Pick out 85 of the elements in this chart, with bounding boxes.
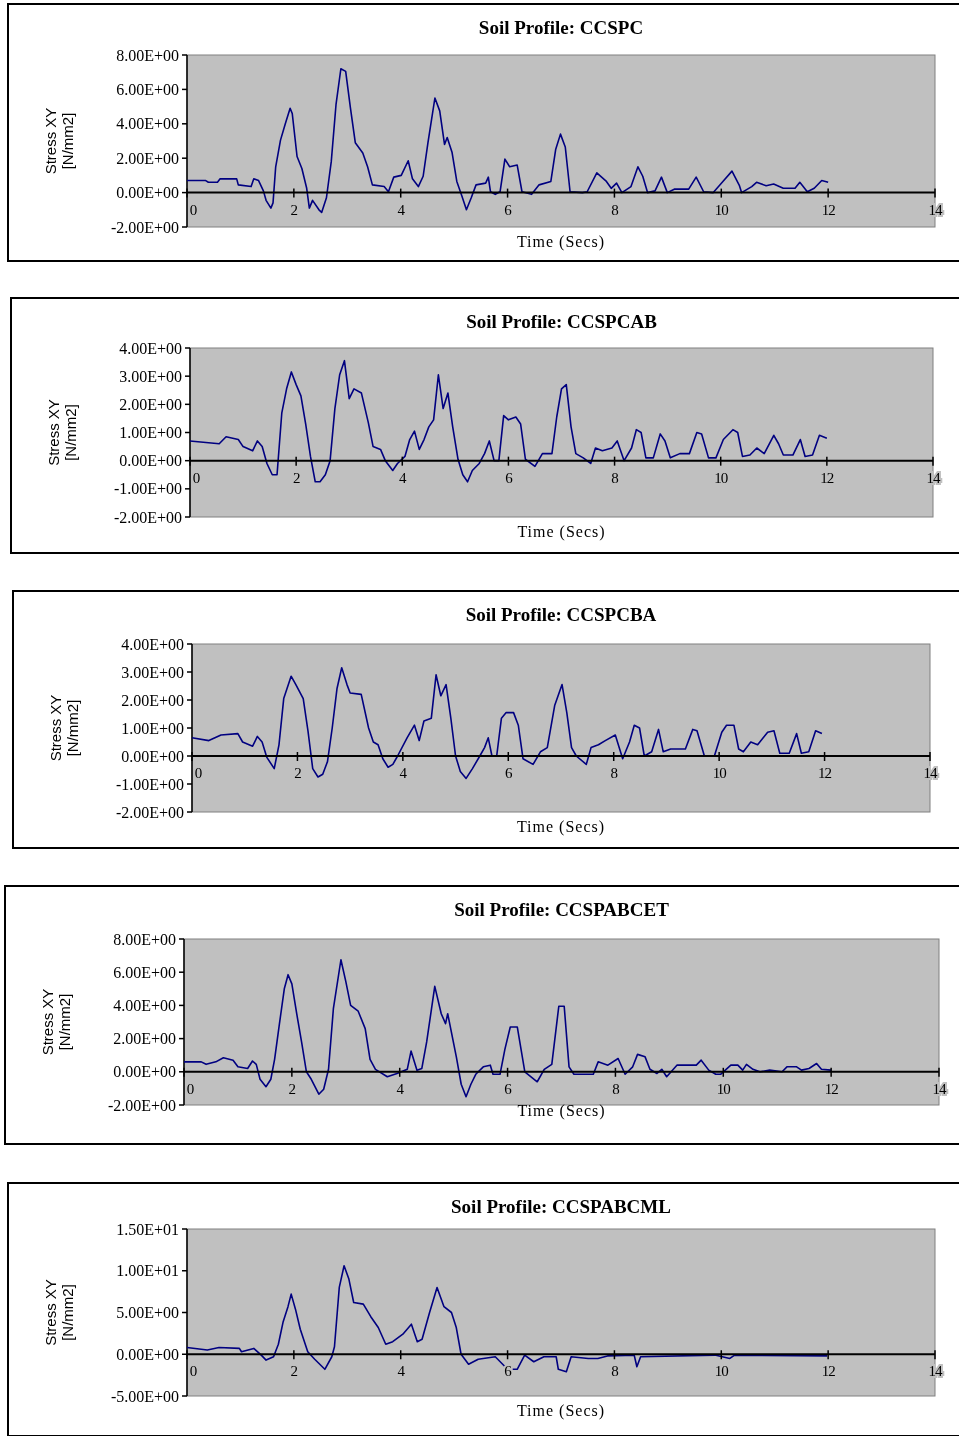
x-tick-label: 8	[611, 1363, 619, 1380]
x-tick-label: 6	[504, 201, 513, 218]
y-tick-label: 0.00E+00	[121, 747, 184, 765]
x-tick-label: 2	[292, 469, 300, 486]
y-axis-title: Stress XY [N/mm2]	[39, 988, 73, 1056]
y-tick-label: 4.00E+00	[121, 635, 184, 653]
x-tick-label: 12	[818, 765, 832, 781]
x-tick-label: 8	[612, 1080, 620, 1097]
x-tick-label: 12	[821, 1363, 836, 1380]
y-tick-label: -1.00E+00	[115, 775, 184, 793]
y-tick-label: 2.00E+00	[116, 149, 179, 167]
y-tick-label: 4.00E+00	[116, 115, 179, 133]
y-tick-label: 6.00E+00	[113, 963, 176, 981]
y-tick-label: -2.00E+00	[110, 218, 179, 236]
x-tick-label: 6	[505, 765, 514, 781]
chart-title: Soil Profile: CCSPABCET	[454, 899, 670, 920]
x-tick-label: 4	[396, 1080, 405, 1097]
y-tick-label: -2.00E+00	[113, 508, 182, 526]
x-tick-label: 6	[504, 1080, 513, 1097]
x-tick-label: 10	[714, 1363, 729, 1380]
x-tick-label: 2	[290, 201, 298, 218]
y-tick-label: -2.00E+00	[107, 1096, 176, 1114]
x-tick-label: 14	[928, 1363, 943, 1380]
y-tick-label: 1.00E+00	[119, 424, 182, 442]
chart-title: Soil Profile: CCSPCBA	[465, 604, 657, 625]
x-tick-label: 12	[824, 1080, 839, 1097]
y-tick-label: 0.00E+00	[116, 184, 179, 202]
x-tick-label: 2	[288, 1080, 296, 1097]
y-axis-title: Stress XY [N/mm2]	[45, 399, 79, 466]
y-tick-label: 1.50E+01	[116, 1220, 179, 1238]
y-tick-label: 5.00E+00	[116, 1304, 179, 1322]
x-axis-title: Time (Secs)	[516, 1402, 606, 1420]
x-tick-label: 6	[505, 469, 514, 486]
x-tick-label: 14	[926, 469, 941, 486]
y-tick-label: 4.00E+00	[113, 997, 176, 1014]
x-tick-label: 10	[712, 765, 727, 781]
x-tick-label: 10	[714, 201, 729, 218]
y-tick-label: 3.00E+00	[119, 367, 182, 385]
x-axis-title: Time (Secs)	[517, 523, 606, 541]
y-tick-label: 0.00E+00	[119, 452, 182, 470]
chart-title: Soil Profile: CCSPC	[478, 17, 644, 38]
x-axis-title: Time (Secs)	[516, 233, 606, 251]
y-tick-label: 4.00E+00	[119, 339, 182, 357]
y-tick-label: 6.00E+00	[116, 81, 179, 98]
x-tick-label: 8	[611, 469, 619, 486]
x-tick-label: 10	[716, 1080, 731, 1097]
y-tick-label: 3.00E+00	[121, 663, 184, 681]
x-tick-label: 4	[397, 1363, 406, 1380]
y-tick-label: 2.00E+00	[113, 1030, 176, 1048]
chart-title: Soil Profile: CCSPABCML	[451, 1196, 671, 1217]
y-axis-title: Stress XY [N/mm2]	[47, 694, 81, 762]
x-tick-label: 0	[192, 469, 200, 486]
x-tick-label: 12	[821, 201, 836, 218]
x-tick-label: 0	[186, 1080, 194, 1097]
y-tick-label: -5.00E+00	[110, 1387, 179, 1405]
x-tick-label: 10	[714, 469, 728, 486]
x-tick-label: 4	[397, 201, 406, 218]
x-tick-label: 12	[820, 469, 834, 486]
x-tick-label: 8	[610, 765, 618, 781]
x-tick-label: 4	[399, 469, 408, 486]
y-tick-label: 1.00E+01	[116, 1262, 179, 1280]
y-tick-label: 1.00E+00	[121, 719, 184, 737]
y-tick-label: 8.00E+00	[116, 46, 179, 64]
x-tick-label: 0	[194, 765, 202, 781]
y-tick-label: 8.00E+00	[113, 930, 176, 948]
x-tick-label: 0	[189, 1363, 197, 1380]
x-axis-title: Time (Secs)	[516, 818, 606, 836]
y-tick-label: 0.00E+00	[116, 1345, 179, 1363]
y-tick-label: 2.00E+00	[121, 691, 184, 709]
x-tick-label: 2	[290, 1363, 298, 1380]
y-tick-label: 2.00E+00	[119, 395, 182, 413]
x-axis-title: Time (Secs)	[517, 1101, 606, 1120]
x-tick-label: 14	[923, 765, 938, 781]
chart-title: Soil Profile: CCSPCAB	[466, 311, 658, 332]
x-tick-label: 4	[399, 765, 408, 781]
x-tick-label: 14	[932, 1080, 947, 1097]
y-axis-title: Stress XY [N/mm2]	[42, 1279, 76, 1346]
y-tick-label: -2.00E+00	[115, 803, 184, 821]
y-axis-title: Stress XY [N/mm2]	[42, 107, 76, 175]
y-tick-label: 0.00E+00	[113, 1063, 176, 1081]
x-tick-label: 14	[928, 201, 943, 218]
x-tick-label: 2	[294, 765, 302, 781]
x-tick-label: 8	[611, 201, 619, 218]
x-tick-label: 0	[189, 201, 197, 218]
y-tick-label: -1.00E+00	[113, 480, 182, 498]
